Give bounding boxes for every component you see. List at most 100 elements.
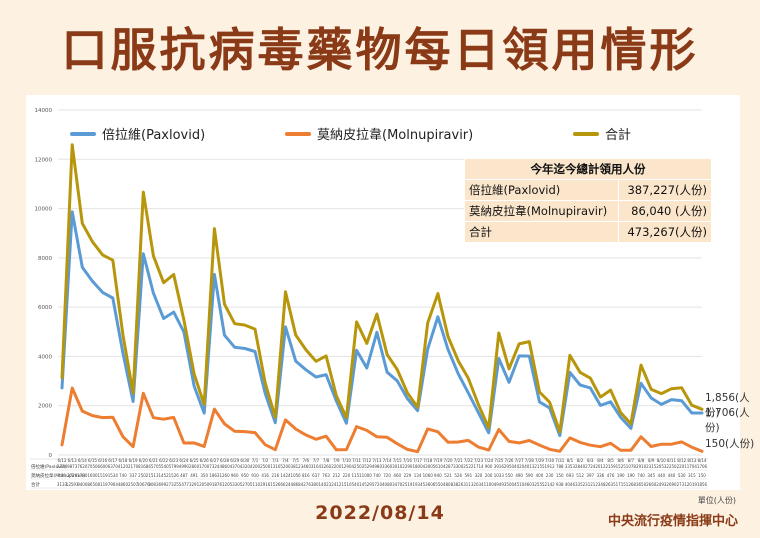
table-cell: 3916 — [494, 464, 505, 469]
x-tick-label: 8/4 — [597, 458, 604, 463]
table-cell: 3500 — [504, 482, 515, 487]
table-cell: 591 — [465, 473, 473, 478]
end-label-total: 1,856(人份) — [705, 392, 750, 419]
table-cell: 1700 — [199, 464, 210, 469]
table-cell: 1519 — [98, 473, 109, 478]
table-cell: 5477 — [179, 482, 190, 487]
table-cell: 1934 — [412, 482, 423, 487]
table-cell: 788 — [556, 464, 564, 469]
legend-swatch-paxlovid — [70, 131, 96, 136]
table-cell: 2555 — [534, 482, 545, 487]
table-cell: 4860 — [219, 464, 230, 469]
x-tick-label: 6/16 — [98, 458, 107, 463]
source-label: 中央流行疫情指揮中心 — [607, 514, 738, 529]
table-cell: 2348 — [595, 482, 606, 487]
summary-row: 合計 473,267(人份) — [463, 221, 712, 243]
table-cell: 6624 — [280, 482, 291, 487]
table-cell: 550 — [505, 473, 513, 478]
table-cell: 3352 — [575, 482, 586, 487]
table-cell: 1268 — [626, 482, 637, 487]
end-label-paxlovid: 1,706(人份) — [705, 407, 750, 434]
table-cell: 1078 — [626, 464, 637, 469]
table-cell: 8168 — [138, 464, 149, 469]
x-tick-label: 6/19 — [129, 458, 138, 463]
table-row-label: 莫納皮拉韋(Molnupiravir) — [31, 472, 85, 479]
x-tick-label: 8/10 — [657, 458, 666, 463]
table-cell: 440 — [658, 473, 666, 478]
end-label-molnupiravir: 150(人份) — [705, 438, 755, 450]
table-cell: 1310 — [270, 464, 281, 469]
x-tick-label: 7/28 — [525, 458, 534, 463]
table-cell: 5540 — [158, 464, 169, 469]
table-cell: 4990 — [179, 464, 190, 469]
table-cell: 4080 — [382, 482, 393, 487]
table-cell: 1000 — [362, 473, 373, 478]
table-cell: 2201 — [677, 464, 688, 469]
table-cell: 4200 — [250, 464, 261, 469]
table-cell: 2200 — [331, 464, 342, 469]
table-cell: 3010 — [392, 464, 403, 469]
summary-label-total: 合計 — [463, 221, 620, 243]
table-cell: 740 — [373, 473, 381, 478]
table-cell: 4287 — [443, 464, 454, 469]
x-tick-label: 7/30 — [545, 458, 554, 463]
y-tick-label: 6000 — [38, 305, 52, 311]
legend-item-total: 合計 — [573, 124, 631, 143]
table-cell: 2916 — [260, 482, 271, 487]
table-cell: 12593 — [66, 482, 79, 487]
table-cell: 2502 — [138, 473, 149, 478]
table-cell: 1714 — [473, 464, 484, 469]
legend-item-molnupiravir: 莫納皮拉韋(Molnupiravir) — [285, 124, 473, 143]
table-cell: 3133 — [57, 482, 68, 487]
table-cell: 2950 — [504, 464, 515, 469]
legend-item-paxlovid: 倍拉維(Paxlovid) — [70, 124, 205, 143]
table-row-label: 合計 — [31, 481, 40, 488]
x-tick-label: 8/6 — [618, 458, 625, 463]
table-cell: 1424 — [280, 473, 291, 478]
legend-label-paxlovid: 倍拉維(Paxlovid) — [102, 128, 206, 143]
y-tick-label: 4000 — [38, 354, 52, 360]
summary-table: 今年迄今總計領用人份 倍拉維(Paxlovid) 387,227(人份) 莫納皮… — [463, 158, 712, 243]
table-cell: 3121 — [585, 482, 596, 487]
x-tick-label: 7/15 — [393, 458, 402, 463]
x-tick-label: 8/7 — [628, 458, 635, 463]
y-tick-label: 8000 — [38, 256, 52, 262]
table-cell: 3113 — [463, 482, 474, 487]
table-cell: 230 — [546, 473, 554, 478]
summary-row: 莫納皮拉韋(Molnupiravir) 86,040 (人份) — [463, 200, 712, 222]
x-tick-label: 8/13 — [687, 458, 696, 463]
table-cell: 490 — [515, 473, 523, 478]
x-tick-label: 7/31 — [555, 458, 564, 463]
x-tick-label: 7/13 — [372, 458, 381, 463]
table-cell: 1704 — [687, 464, 698, 469]
table-cell: 1060 — [423, 473, 434, 478]
table-cell: 3801 — [311, 482, 322, 487]
x-tick-label: 8/5 — [607, 458, 614, 463]
y-tick-label: 14000 — [35, 108, 53, 114]
x-tick-label: 8/2 — [577, 458, 584, 463]
x-tick-label: 8/12 — [677, 458, 686, 463]
table-cell: 5200 — [280, 464, 291, 469]
table-cell: 229 — [404, 473, 412, 478]
table-cell: 4046 — [565, 482, 576, 487]
table-cell: 2519 — [402, 482, 413, 487]
x-tick-label: 7/24 — [484, 458, 493, 463]
table-cell: 8119 — [98, 482, 109, 487]
table-cell: 460 — [393, 473, 401, 478]
table-cell: 637 — [312, 473, 320, 478]
table-cell: 1715 — [616, 482, 627, 487]
table-cell: 4603 — [524, 482, 535, 487]
x-tick-label: 7/29 — [535, 458, 544, 463]
y-tick-label: 12000 — [35, 157, 53, 163]
table-cell: 2493 — [656, 482, 667, 487]
table-cell: 400 — [536, 473, 544, 478]
summary-label-paxlovid: 倍拉維(Paxlovid) — [463, 179, 620, 201]
table-cell: 900 — [485, 464, 493, 469]
table-cell: 200 — [485, 473, 493, 478]
table-cell: 7620 — [77, 464, 88, 469]
table-cell: 4510 — [514, 482, 525, 487]
table-cell: 4949 — [494, 482, 505, 487]
table-cell: 4808 — [443, 482, 454, 487]
x-tick-label: 7/4 — [282, 458, 289, 463]
